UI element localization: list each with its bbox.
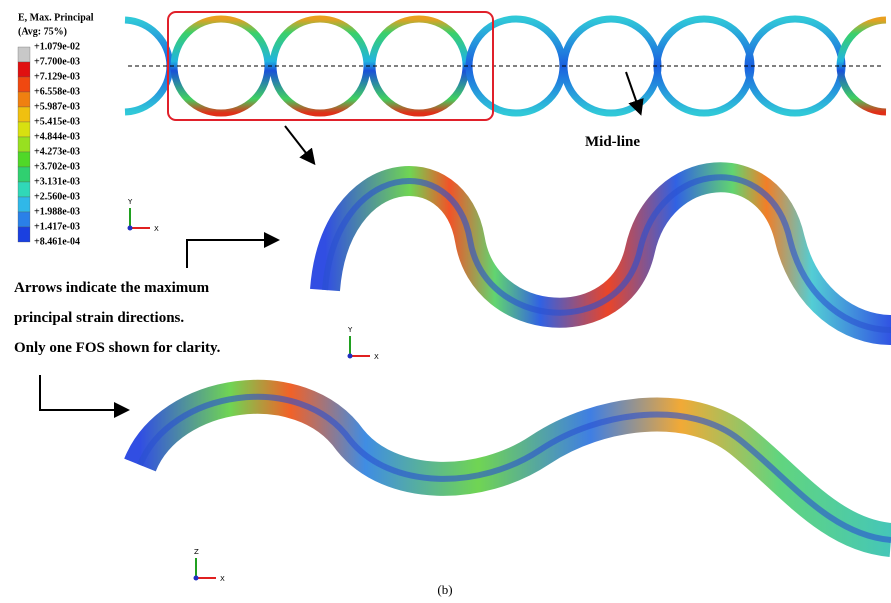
note-line: Arrows indicate the maximum (14, 280, 210, 296)
legend-subtitle: (Avg: 75%) (18, 26, 67, 37)
color-swatch (17, 106, 31, 123)
legend-label: +1.988e-03 (34, 206, 80, 217)
highlight-box (167, 11, 494, 121)
legend: E, Max. Principal (Avg: 75%) +1.079e-02+… (17, 12, 94, 247)
legend-labels: +1.079e-02 +7.700e-03 +7.129e-03 +6.558e-03… (34, 41, 80, 247)
color-swatch (17, 121, 31, 138)
ring-row (124, 15, 887, 117)
fiber (137, 393, 891, 543)
caption: (b) (437, 582, 452, 597)
axis-label: X (220, 575, 225, 583)
color-swatch (17, 166, 31, 183)
axis-label: Z (194, 548, 199, 556)
color-swatch (17, 76, 31, 93)
legend-title: E, Max. Principal (18, 12, 94, 23)
arrow (39, 375, 130, 418)
legend-label: +5.415e-03 (34, 116, 80, 127)
strain-band (124, 379, 891, 557)
color-swatch (17, 46, 31, 63)
axis-label: Y (127, 198, 133, 206)
legend-label: +5.987e-03 (34, 101, 80, 112)
axis-origin (127, 225, 133, 231)
axis-origin (193, 575, 199, 581)
legend-label: +6.558e-03 (34, 86, 80, 97)
color-swatch (17, 226, 31, 243)
color-swatch (17, 211, 31, 228)
arrow (284, 125, 316, 166)
axis-label: X (374, 353, 379, 361)
legend-label: +2.560e-03 (34, 191, 80, 202)
strain-band (310, 162, 891, 345)
axis-triads: Y X Y X Z X (127, 198, 379, 583)
note-line: principal strain directions. (14, 310, 184, 326)
legend-label: +7.700e-03 (34, 56, 80, 67)
color-swatch (17, 91, 31, 108)
axis-label: Y (347, 326, 353, 334)
note-line: Only one FOS shown for clarity. (14, 340, 221, 356)
color-swatch (17, 61, 31, 78)
color-swatch (17, 196, 31, 213)
arrow (186, 232, 280, 268)
legend-label: +1.417e-03 (34, 221, 80, 232)
midline-label: Mid-line (585, 134, 640, 150)
color-swatch (17, 181, 31, 198)
ring (836, 16, 887, 116)
legend-label: +4.273e-03 (34, 146, 80, 157)
color-swatch (17, 136, 31, 153)
legend-label: +3.131e-03 (34, 176, 80, 187)
legend-label: +8.461e-04 (34, 236, 80, 247)
color-scale (17, 46, 31, 243)
legend-label: +3.702e-03 (34, 161, 80, 172)
color-swatch (17, 151, 31, 168)
legend-label: +7.129e-03 (34, 71, 80, 82)
legend-label: +4.844e-03 (34, 131, 80, 142)
axis-label: X (154, 225, 159, 233)
fiber (322, 174, 891, 333)
arrow (625, 71, 644, 116)
axis-origin (347, 353, 353, 359)
legend-label: +1.079e-02 (34, 41, 80, 52)
